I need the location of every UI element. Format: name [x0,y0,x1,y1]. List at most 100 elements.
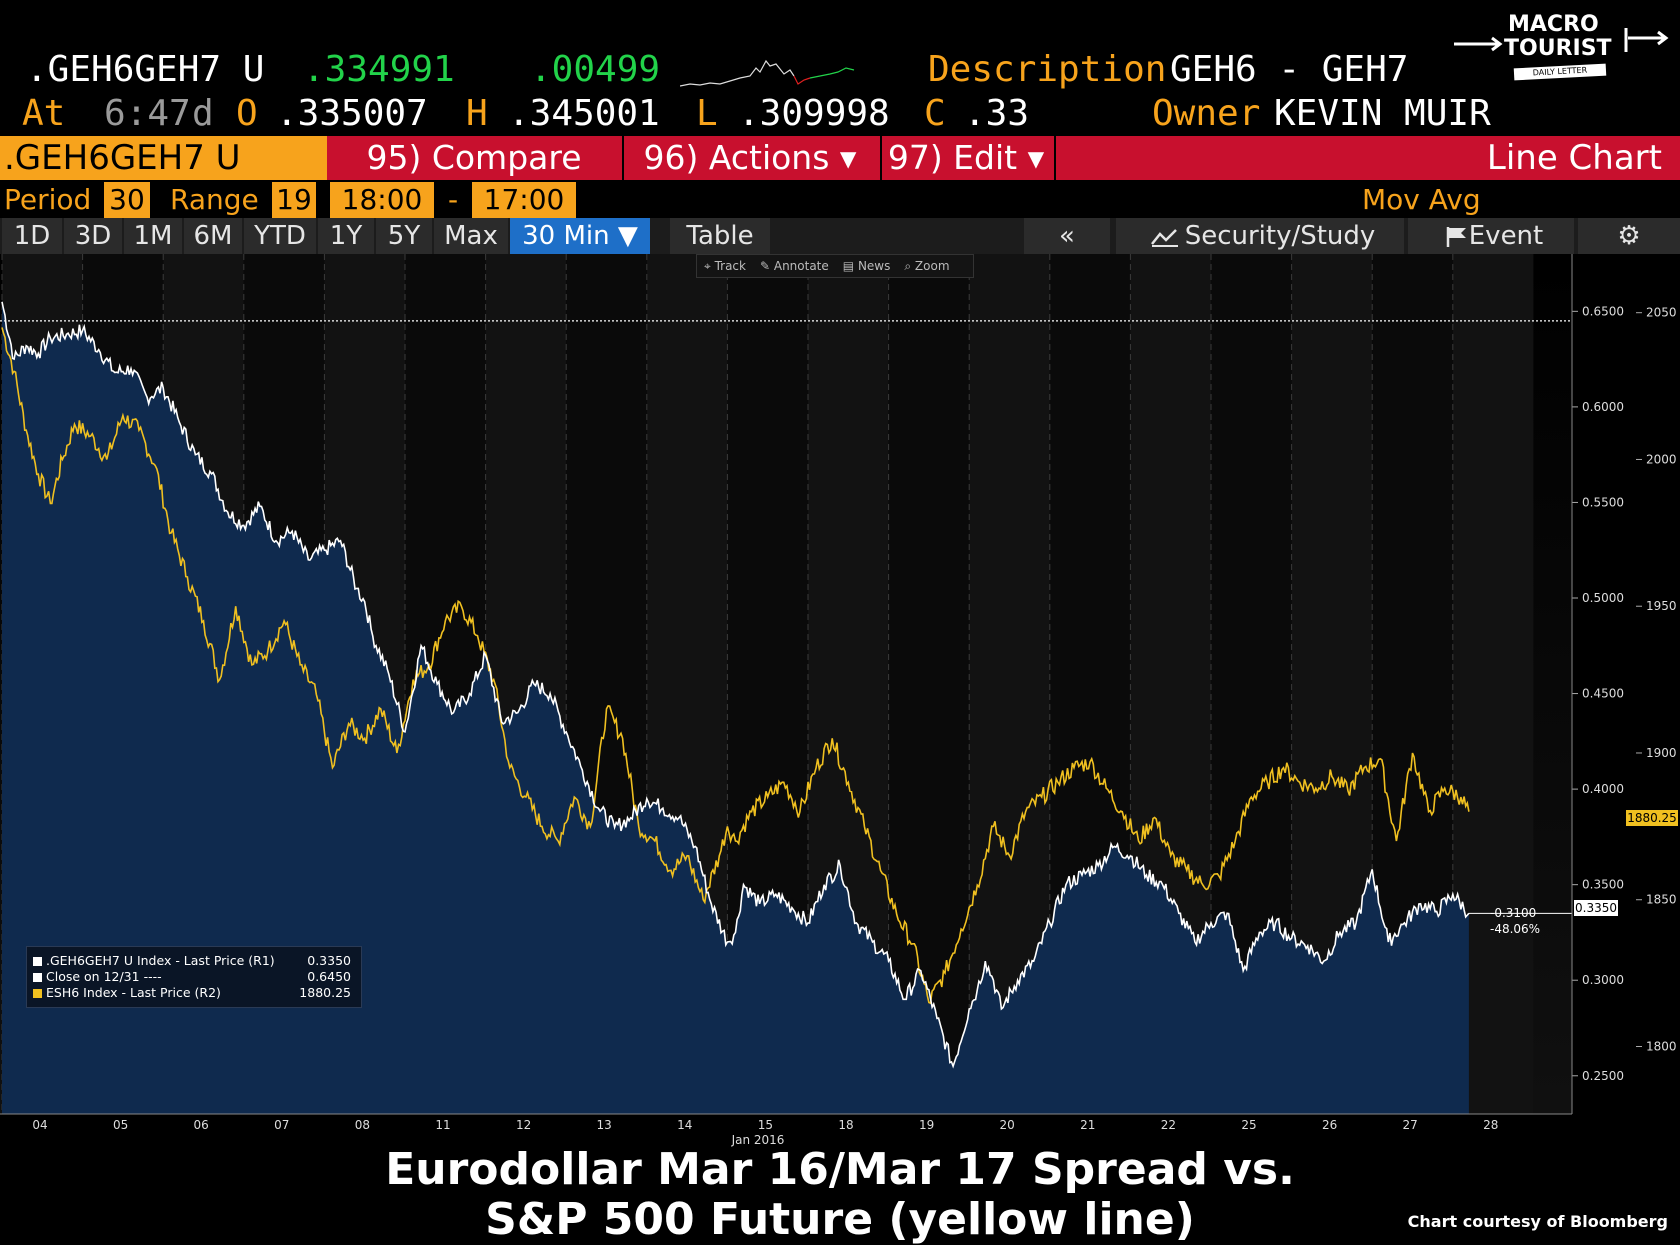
table-button[interactable]: Table [670,218,770,254]
x-tick-label: 19 [919,1118,934,1132]
legend-row-close: Close on 12/31 ---- 0.6450 [33,969,351,985]
y1-tick-label: 0.4500 [1582,687,1624,701]
legend-label: ESH6 Index - Last Price (R2) [46,985,221,1000]
legend-swatch [33,957,42,966]
period-input[interactable]: 30 [104,182,150,218]
y2-tick-label: 1900 [1646,746,1677,760]
at-label: At [22,93,66,134]
zoom-tool[interactable]: ⌕ Zoom [904,259,950,273]
actions-button[interactable]: 96) Actions ▾ [622,136,876,180]
legend-row-spread: .GEH6GEH7 U Index - Last Price (R1) 0.335… [33,953,351,969]
security-study-button[interactable]: Security/Study [1116,218,1404,254]
y1-tick-label: 0.2500 [1582,1069,1624,1083]
legend-row-spx: ESH6 Index - Last Price (R2) 1880.25 [33,985,351,1001]
tab-1d[interactable]: 1D [2,218,62,254]
ticker: .GEH6GEH7 U [26,49,265,90]
legend-swatch [33,989,42,998]
x-tick-label: 28 [1483,1118,1498,1132]
tab-6m[interactable]: 6M [184,218,242,254]
tab-5y[interactable]: 5Y [376,218,432,254]
chart-legend: .GEH6GEH7 U Index - Last Price (R1) 0.335… [26,946,362,1008]
chart-credit: Chart courtesy of Bloomberg [1407,1212,1668,1231]
y2-tick-label: 2000 [1646,452,1677,466]
net-change: .00499 [530,49,661,90]
series-line-esh6 [1,327,1470,1005]
close-value: .33 [964,93,1030,134]
start-time-input[interactable]: 18:00 [330,182,434,218]
x-tick-label: 14 [677,1118,692,1132]
sparkline [680,59,855,87]
quote-time: 6:47 [104,93,191,134]
legend-value: 0.6450 [307,969,351,984]
news-tool[interactable]: ▤ News [842,259,891,273]
tab-1y[interactable]: 1Y [318,218,374,254]
edit-button[interactable]: 97) Edit ▾ [880,136,1050,180]
chart-type-label[interactable]: Line Chart [1486,138,1662,178]
last-spread-marker: 0.3350 [1574,900,1618,916]
caption-line1: Eurodollar Mar 16/Mar 17 Spread vs. [385,1144,1295,1195]
gear-icon: ⚙ [1617,221,1641,251]
tab-max[interactable]: Max [434,218,508,254]
day-band [888,254,970,1114]
macro-tourist-logo: MACRO TOURIST DAILY LETTER [1450,10,1680,86]
chart-area[interactable]: 0.6500 0.6000 0.5500 0.5000 0.4500 0.4000 0.35… [0,254,1680,1184]
open-label: O [236,93,258,134]
y1-tick-label: 0.3500 [1582,878,1624,892]
x-tick-label: 04 [32,1118,47,1132]
collapse-button[interactable]: « [1024,218,1110,254]
x-tick-label: 22 [1161,1118,1176,1132]
y2-tick-label: 2050 [1646,306,1677,320]
time-dash: - [448,183,459,216]
tab-1m[interactable]: 1M [124,218,182,254]
change-percent: -48.06% [1490,922,1541,936]
low-label: L [696,93,718,134]
y2-tick-label: 1800 [1646,1039,1677,1053]
event-label: Event [1468,221,1544,251]
tab-ytd[interactable]: YTD [244,218,316,254]
logo-line1: MACRO [1508,12,1599,37]
description-label: Description [928,49,1167,90]
settings-button[interactable]: ⚙ [1578,218,1680,254]
x-tick-label: 12 [516,1118,531,1132]
mov-avg-label: Mov Avg [1362,183,1481,216]
series-line-spread [1,301,1470,1069]
y1-tick-label: 0.6000 [1582,400,1624,414]
owner-label: Owner [1152,93,1261,134]
compare-button[interactable]: 95) Compare [330,136,618,180]
x-tick-label: 26 [1322,1118,1337,1132]
description-value: GEH6 - GEH7 [1170,49,1409,90]
x-tick-label: 20 [1000,1118,1015,1132]
annotate-tool[interactable]: ✎ Annotate [759,259,829,273]
index-field[interactable]: .GEH6GEH7 U Index [0,136,327,222]
range-label: Range [170,183,259,216]
legend-label: .GEH6GEH7 U Index - Last Price (R1) [46,953,275,968]
legend-value: 1880.25 [299,985,351,1000]
y1-tick-label: 0.4000 [1582,782,1624,796]
last-spx-marker: 1880.25 [1626,810,1678,826]
tab-30-min[interactable]: 30 Min ▼ [510,218,650,254]
chart-icon [1151,229,1178,247]
low-value: .309998 [738,93,890,134]
range-input[interactable]: 19 [272,182,316,218]
event-button[interactable]: Event [1408,218,1574,254]
x-axis-sublabel: Jan 2016 [731,1133,785,1147]
last-price: .334991 [303,49,455,90]
caption-line2: S&P 500 Future (yellow line) [485,1194,1195,1245]
legend-swatch [33,973,42,982]
legend-label: Close on 12/31 ---- [46,969,162,984]
spread-area-fill [2,301,1469,1114]
y1-tick-label: 0.5500 [1582,495,1624,509]
x-tick-label: 27 [1403,1118,1418,1132]
end-time-input[interactable]: 17:00 [472,182,576,218]
track-tool[interactable]: ⌖ Track [704,259,746,273]
y1-tick-label: 0.5000 [1582,591,1624,605]
toolbar-divider [1054,136,1056,180]
close-label: C [924,93,946,134]
x-tick-label: 06 [194,1118,209,1132]
x-tick-label: 11 [435,1118,450,1132]
arrow-icon [1454,28,1669,52]
y1-tick-label: 0.3000 [1582,973,1624,987]
tab-3d[interactable]: 3D [64,218,122,254]
y1-tick-label: 0.6500 [1582,304,1624,318]
x-tick-label: 15 [758,1118,773,1132]
